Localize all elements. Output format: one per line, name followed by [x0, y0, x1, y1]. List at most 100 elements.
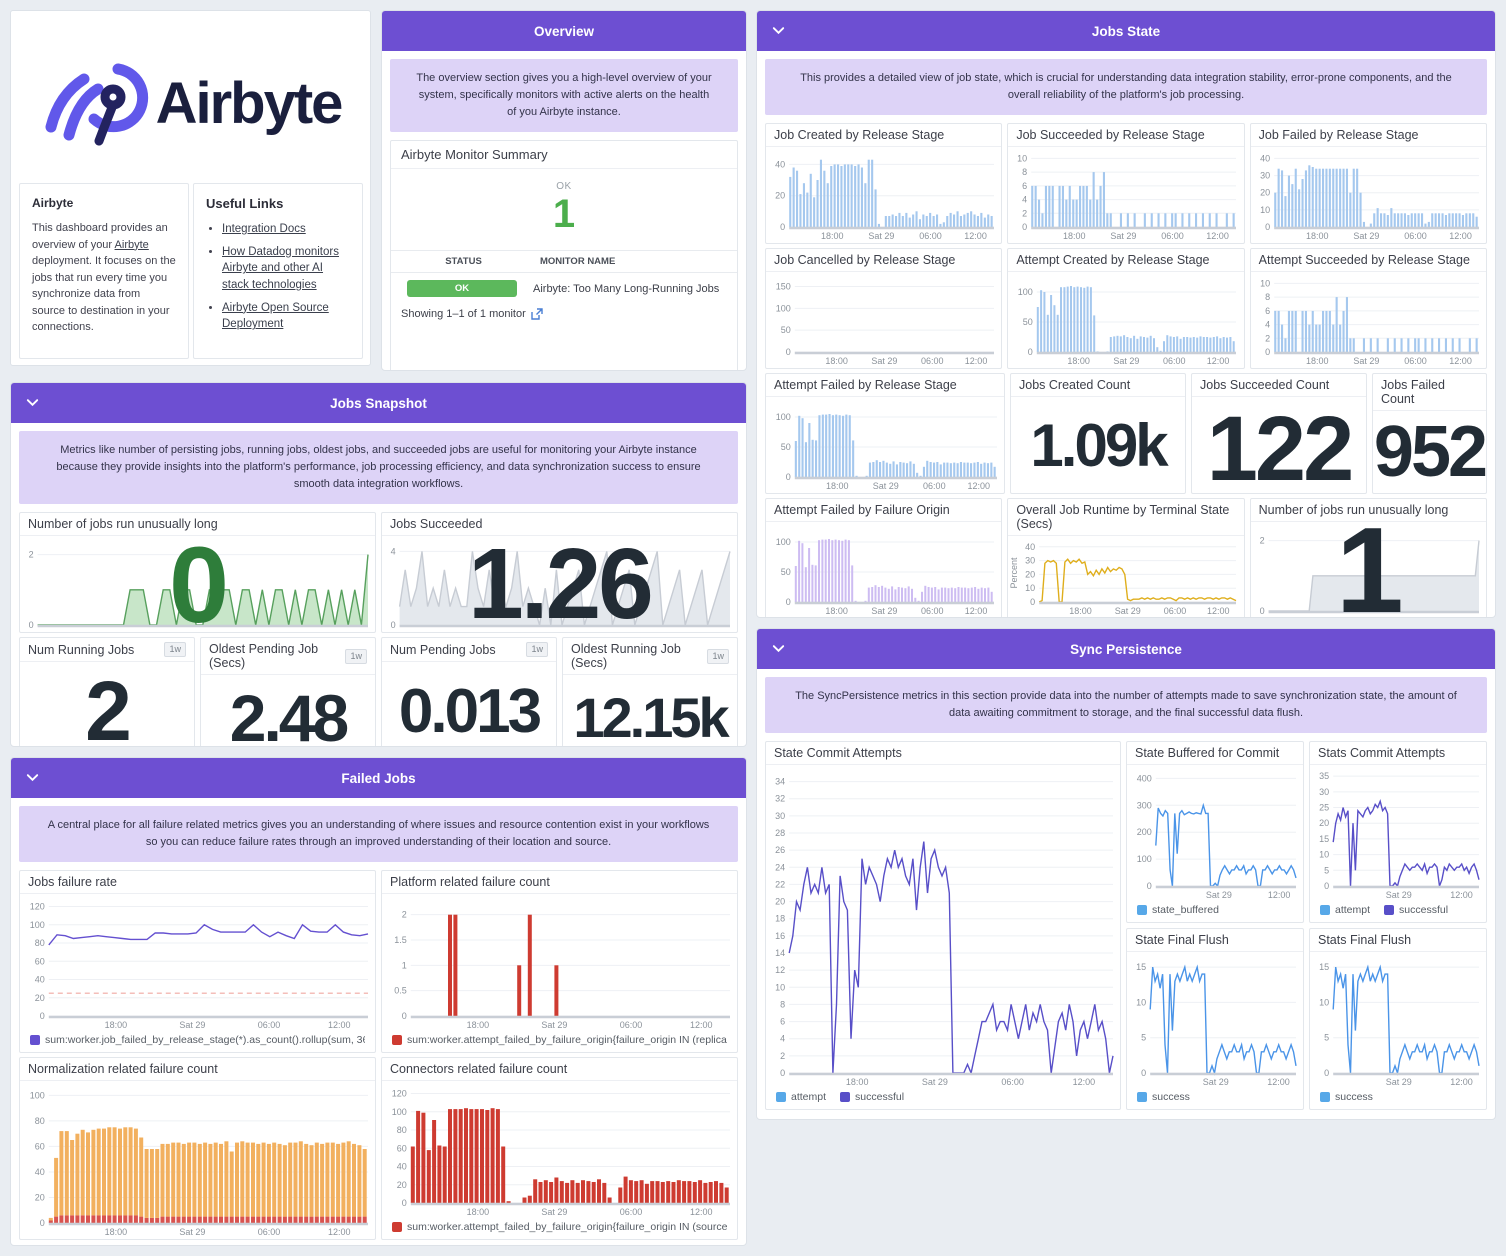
- value-jobs-failed-count[interactable]: Jobs Failed Count 952: [1372, 373, 1487, 495]
- chart-attempt-failed-by-release-stage[interactable]: Attempt Failed by Release Stage 0 50 100 18…: [765, 373, 1005, 495]
- svg-text:12:00: 12:00: [1207, 606, 1230, 616]
- chart-legend[interactable]: attempt successful: [1310, 902, 1486, 920]
- value-jobs-succeeded-count[interactable]: Jobs Succeeded Count 122: [1191, 373, 1367, 495]
- chart-state-commit-attempts[interactable]: State Commit Attempts 0 2 4 6 8 10 12 14 16 18 20 2…: [765, 741, 1121, 1111]
- jobs-snapshot-header[interactable]: Jobs Snapshot: [11, 383, 746, 423]
- chart-attempt-failed-by-failure-origin[interactable]: Attempt Failed by Failure Origin 0 50 100 1…: [765, 498, 1003, 617]
- chart-plot[interactable]: 0 5 10 15 20 25 30 35 Sat 29 12:00 attempt successf…: [1310, 765, 1486, 922]
- chart-job-succeeded-by-release-stage[interactable]: Job Succeeded by Release Stage 0 2 4 6 8 10 18…: [1007, 123, 1245, 245]
- svg-text:06:00: 06:00: [921, 606, 944, 616]
- value-jobs-created-count[interactable]: Jobs Created Count 1.09k: [1010, 373, 1186, 495]
- chart-platform-related-failure-count[interactable]: Platform related failure count 0 0.5 1 1.5 2…: [381, 870, 738, 1054]
- chart-plot[interactable]: 0 5 10 15 Sat 29 12:00 success: [1310, 952, 1486, 1109]
- sync-persistence-header[interactable]: Sync Persistence: [757, 629, 1495, 669]
- chart-stats-final-flush[interactable]: Stats Final Flush 0 5 10 15 Sat 29 12:00 succe…: [1309, 928, 1487, 1111]
- chart-normalization-related-failure-count[interactable]: Normalization related failure count 0 20 4…: [19, 1057, 376, 1241]
- chart-legend[interactable]: sum:worker.job_failed_by_release_stage(*…: [20, 1032, 375, 1050]
- chart-legend[interactable]: success: [1310, 1089, 1486, 1107]
- chart-plot[interactable]: 0 0.5 1 1.5 2 18:00 Sat 29 06:00 12:00 sum:worker…: [382, 894, 737, 1052]
- svg-text:0: 0: [402, 1011, 407, 1021]
- chart-plot[interactable]: 0 10 20 30 40 18:00 Sat 29 06:00 12:00: [1251, 147, 1486, 243]
- svg-text:12:00: 12:00: [1207, 356, 1230, 366]
- chart-legend[interactable]: sum:worker.attempt_failed_by_failure_ori…: [382, 1032, 737, 1050]
- svg-text:60: 60: [35, 1142, 45, 1152]
- external-link-icon[interactable]: [531, 308, 543, 320]
- svg-text:32: 32: [775, 794, 785, 804]
- chevron-down-icon[interactable]: [25, 770, 40, 785]
- chart-job-created-by-release-stage[interactable]: Job Created by Release Stage 0 20 40 18:00 S…: [765, 123, 1003, 245]
- chart-legend[interactable]: attempt successful: [766, 1089, 1120, 1107]
- chart-jobs-failure-rate[interactable]: Jobs failure rate 0 20 40 60 80 100 120 18:00 Sa…: [19, 870, 376, 1054]
- chart-plot[interactable]: 0 50 100 18:00 Sat 29 06:00 12:00: [1008, 272, 1243, 368]
- table-row[interactable]: OK Airbyte: Too Many Long-Running Jobs: [391, 273, 737, 304]
- chart-title: State Buffered for Commit: [1135, 746, 1280, 761]
- svg-text:12:00: 12:00: [1073, 1077, 1096, 1087]
- sync-persistence-note: The SyncPersistence metrics in this sect…: [765, 677, 1487, 734]
- chart-title: Stats Commit Attempts: [1318, 746, 1446, 761]
- chart-plot[interactable]: 0 50 100 18:00 Sat 29 06:00 12:00: [766, 397, 1004, 493]
- chart-attempt-created-by-release-stage[interactable]: Attempt Created by Release Stage 0 50 100 1…: [1007, 248, 1245, 370]
- failed-jobs-header[interactable]: Failed Jobs: [11, 758, 746, 798]
- overview-section: Overview The overview section gives you …: [381, 10, 747, 371]
- chart-state-buffered-for-commit[interactable]: State Buffered for Commit 0 100 200 300 400 S…: [1126, 741, 1304, 924]
- chart-plot[interactable]: 0 2 4 6 8 10 18:00 Sat 29 06:00 12:00: [1008, 147, 1243, 243]
- airbyte-logo: Airbyte: [11, 53, 370, 153]
- value-num-pending-jobs[interactable]: Num Pending Jobs 1w 0.013: [381, 637, 557, 746]
- chart-plot[interactable]: 0 20 40 60 80 100 18:00 Sat 29 06:00 12:00: [20, 1081, 375, 1239]
- chart-legend[interactable]: success: [1127, 1089, 1303, 1107]
- open-source-deployment-link[interactable]: Airbyte Open Source Deployment: [222, 301, 329, 331]
- svg-text:18:00: 18:00: [1063, 231, 1086, 241]
- svg-text:Sat 29: Sat 29: [1114, 356, 1140, 366]
- jobs-state-header[interactable]: Jobs State: [757, 11, 1495, 51]
- chevron-down-icon[interactable]: [771, 641, 786, 656]
- svg-text:100: 100: [776, 537, 791, 547]
- chart-title: Jobs Succeeded: [390, 517, 483, 532]
- chart-plot[interactable]: 0 10 20 30 40 Percent 18:00 Sat 29 06:00 12:00: [1008, 536, 1243, 617]
- svg-text:0: 0: [40, 1011, 45, 1021]
- chart-plot[interactable]: 0 20 40 60 80 100 120 18:00 Sat 29 06:00 12:00 sum:…: [382, 1081, 737, 1239]
- chart-state-final-flush[interactable]: State Final Flush 0 5 10 15 Sat 29 12:00 succe…: [1126, 928, 1304, 1111]
- chart-attempt-succeeded-by-release-stage[interactable]: Attempt Succeeded by Release Stage 0 2 4 6 8…: [1249, 248, 1487, 370]
- integration-docs-link[interactable]: Integration Docs: [222, 223, 306, 235]
- svg-text:Sat 29: Sat 29: [541, 1207, 567, 1217]
- chart-plot[interactable]: 0 20 40 18:00 Sat 29 06:00 12:00: [766, 147, 1001, 243]
- section-title: Sync Persistence: [1070, 641, 1182, 657]
- chart-plot[interactable]: 0 20 40 60 80 100 120 18:00 Sat 29 06:00 12:00 sum:…: [20, 894, 375, 1052]
- monitor-name[interactable]: Airbyte: Too Many Long-Running Jobs: [533, 282, 720, 295]
- chart-connectors-related-failure-count[interactable]: Connectors related failure count 0 20 40 60…: [381, 1057, 738, 1241]
- chart-plot[interactable]: 0 100 200 300 400 Sat 29 12:00 state_buffered: [1127, 765, 1303, 922]
- chart-job-failed-by-release-stage[interactable]: Job Failed by Release Stage 0 10 20 30 40 18:…: [1249, 123, 1487, 245]
- chart-plot[interactable]: 0 50 100 18:00 Sat 29 06:00 12:00: [766, 522, 1001, 617]
- svg-text:300: 300: [1137, 800, 1152, 810]
- monitor-summary-card[interactable]: Airbyte Monitor Summary OK 1 STATUS MONI…: [390, 140, 738, 370]
- airbyte-link[interactable]: Airbyte: [114, 238, 149, 251]
- overview-header[interactable]: Overview: [382, 11, 746, 51]
- svg-text:Sat 29: Sat 29: [179, 1227, 205, 1237]
- chart-plot[interactable]: 0 4 1.26: [382, 536, 737, 632]
- svg-text:18:00: 18:00: [1068, 356, 1091, 366]
- chart-plot[interactable]: 0 2 4 6 8 10 12 14 16 18 20 22 24 26 28 30 32 34 18:00 Sat …: [766, 765, 1120, 1109]
- chevron-down-icon[interactable]: [25, 395, 40, 410]
- about-card: Airbyte This dashboard provides an overv…: [19, 183, 189, 359]
- chart-plot[interactable]: 0 2 4 6 8 10 18:00 Sat 29 06:00 12:00: [1251, 272, 1486, 368]
- svg-text:4: 4: [780, 1034, 785, 1044]
- chart-jobs-succeeded[interactable]: Jobs Succeeded 0 4 1.26: [381, 512, 738, 634]
- chart-overall-job-runtime-by-terminal-state[interactable]: Overall Job Runtime by Terminal State (S…: [1007, 498, 1245, 617]
- datadog-monitors-link[interactable]: How Datadog monitors Airbyte and other A…: [222, 245, 339, 292]
- chart-stats-commit-attempts[interactable]: Stats Commit Attempts 0 5 10 15 20 25 30 35 Sat …: [1309, 741, 1487, 924]
- value-oldest-running-job[interactable]: Oldest Running Job (Secs) 1w 12.15k: [562, 637, 738, 746]
- svg-text:Sat 29: Sat 29: [1206, 890, 1232, 900]
- value-oldest-pending-job[interactable]: Oldest Pending Job (Secs) 1w 2.48: [200, 637, 376, 746]
- value-num-running-jobs[interactable]: Num Running Jobs 1w 2: [19, 637, 195, 746]
- chart-plot[interactable]: 0 50 100 150 18:00 Sat 29 06:00 12:00: [766, 272, 1001, 368]
- chart-legend[interactable]: state_buffered: [1127, 902, 1303, 920]
- chart-job-cancelled-by-release-stage[interactable]: Job Cancelled by Release Stage 0 50 100 150…: [765, 248, 1003, 370]
- chevron-down-icon[interactable]: [771, 23, 786, 38]
- chart-plot[interactable]: 0 5 10 15 Sat 29 12:00 success: [1127, 952, 1303, 1109]
- svg-text:20: 20: [775, 191, 785, 201]
- chart-legend[interactable]: sum:worker.attempt_failed_by_failure_ori…: [382, 1219, 737, 1237]
